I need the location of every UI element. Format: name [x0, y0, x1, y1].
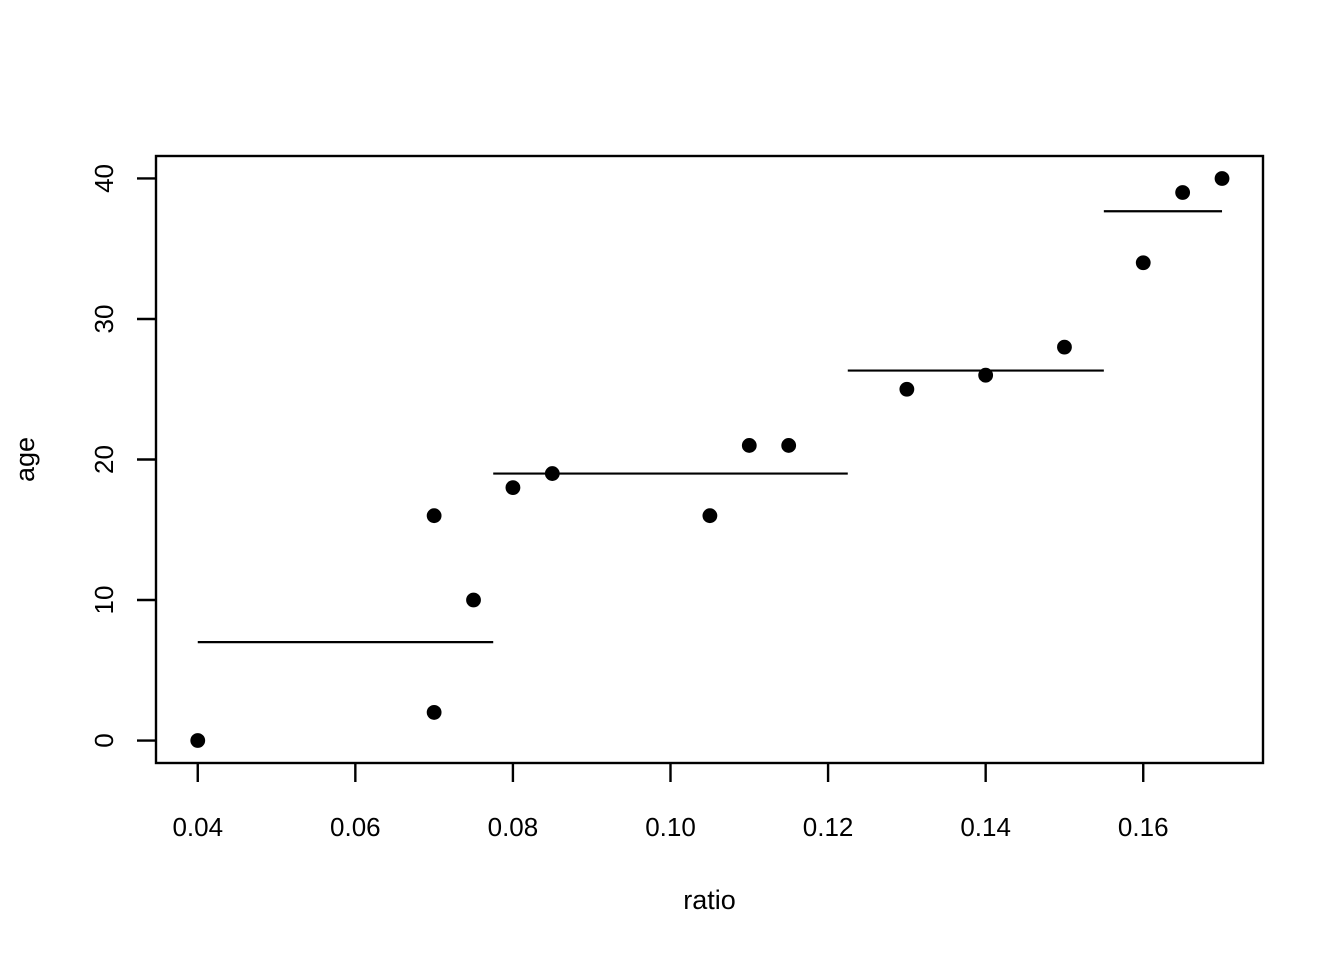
- y-axis-title: age: [10, 437, 40, 482]
- data-point: [1135, 255, 1151, 271]
- data-point: [1214, 171, 1230, 186]
- data-point: [899, 381, 915, 397]
- data-point: [190, 733, 206, 748]
- y-tick-label: 0: [89, 733, 119, 747]
- x-tick-label: 0.12: [803, 812, 854, 842]
- x-axis-title: ratio: [683, 885, 736, 915]
- x-tick-label: 0.06: [330, 812, 381, 842]
- data-point: [505, 480, 521, 496]
- data-point: [781, 438, 797, 453]
- y-tick-label: 20: [89, 445, 119, 474]
- data-point: [544, 466, 560, 481]
- data-point: [466, 592, 481, 608]
- data-point: [1057, 339, 1072, 355]
- data-point: [702, 508, 718, 524]
- y-tick-label: 40: [89, 164, 119, 193]
- x-tick-label: 0.14: [960, 812, 1011, 842]
- x-tick-label: 0.08: [488, 812, 539, 842]
- plot-generated-layer: 0.04 0.06 0.08 0.10 0.12 0.14 0.16 0 10 20 30 40: [89, 154, 1265, 842]
- x-tick-label: 0.04: [172, 812, 223, 842]
- data-point: [426, 508, 442, 524]
- x-tick-label: 0.16: [1118, 812, 1169, 842]
- y-tick-label: 30: [89, 305, 119, 334]
- data-point: [978, 367, 994, 383]
- plot-box: [154, 154, 1265, 765]
- x-tick-label: 0.10: [645, 812, 696, 842]
- y-tick-label: 10: [89, 586, 119, 615]
- data-point: [741, 438, 757, 453]
- data-point: [1175, 185, 1191, 200]
- data-point: [426, 705, 442, 720]
